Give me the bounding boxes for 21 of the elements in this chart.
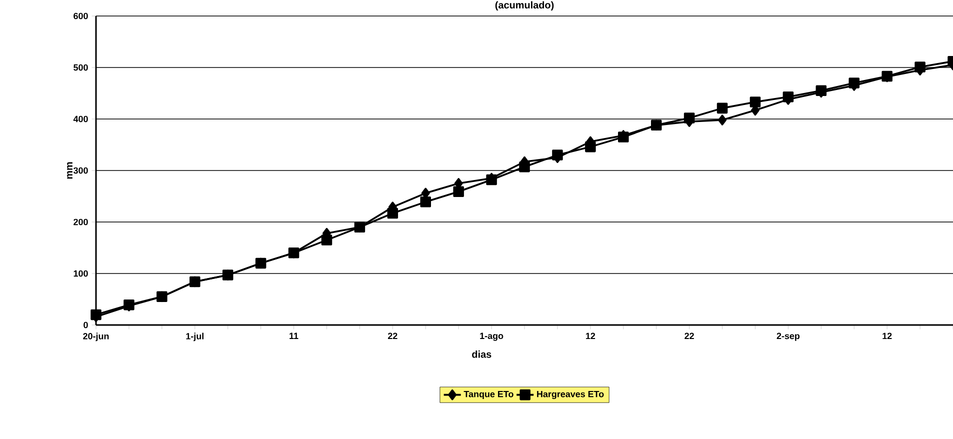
y-tick-label: 200	[74, 218, 88, 226]
x-tick-label: 1-ago	[480, 332, 504, 341]
y-tick-label: 400	[73, 116, 88, 122]
y-tick-label: 100	[74, 270, 88, 277]
x-tick-label: 22	[684, 332, 694, 340]
x-tick-label: 20-jun	[83, 332, 109, 342]
x-tick-label: 2-sep	[776, 332, 800, 341]
x-axis-title: dias	[472, 350, 492, 358]
chart-title: (acumulado)	[495, 1, 554, 10]
y-axis-title: mm	[67, 162, 72, 179]
x-tick-label: 12	[882, 332, 892, 340]
y-tick-label: 500	[74, 64, 88, 71]
legend-label: Hargreaves ETo	[537, 390, 604, 400]
y-tick-label: 0	[84, 322, 88, 328]
x-tick-label: 12	[586, 332, 596, 340]
x-tick-label: 1-jul	[186, 332, 204, 342]
legend-label: Tanque ETo	[464, 390, 514, 400]
y-tick-label: 600	[74, 12, 88, 20]
y-tick-label: 300	[73, 167, 88, 174]
x-tick-label: 11	[290, 332, 298, 339]
x-tick-label: 22	[388, 332, 398, 340]
